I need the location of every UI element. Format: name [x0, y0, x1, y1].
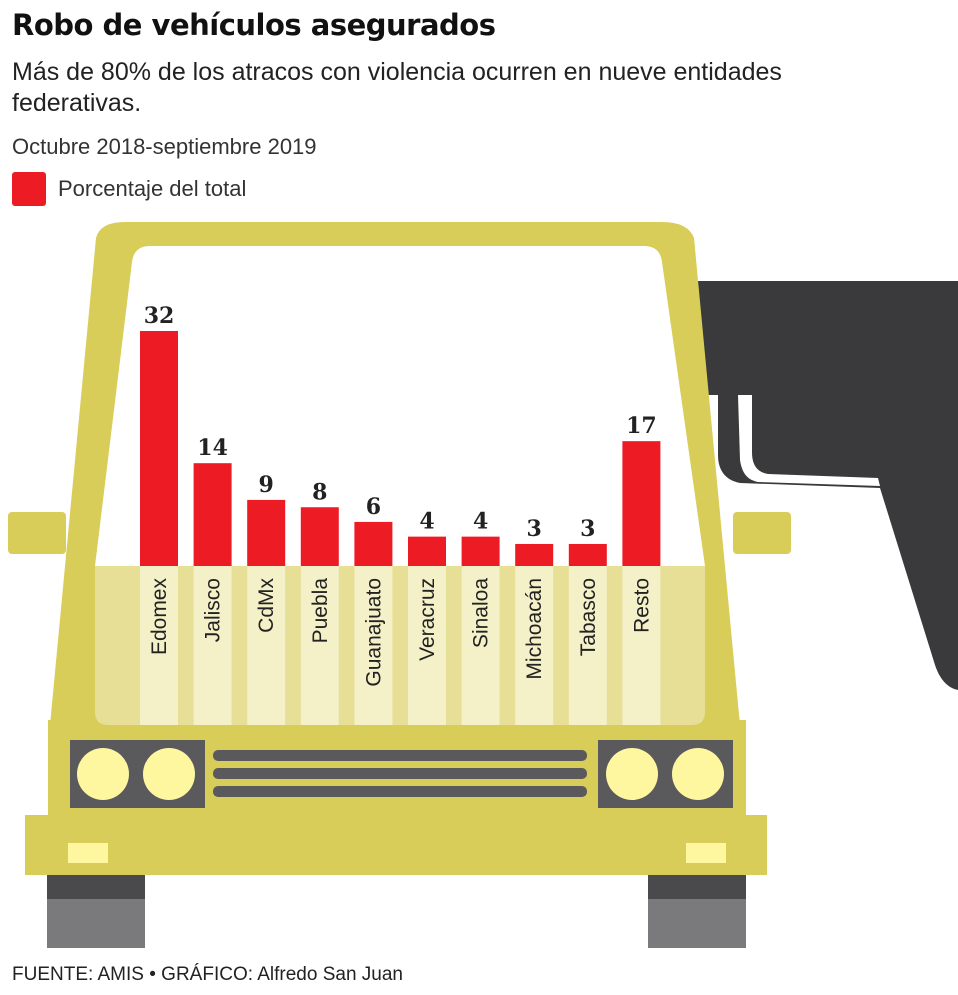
bar-cdmx: [247, 499, 286, 566]
value-label: 6: [366, 494, 381, 520]
legend-label: Porcentaje del total: [58, 176, 247, 201]
label-band: [140, 566, 178, 725]
source-credit: FUENTE: AMIS • GRÁFICO: Alfredo San Juan: [12, 964, 404, 985]
category-label: Resto: [630, 578, 653, 633]
value-label: 3: [527, 516, 542, 542]
label-band: [300, 566, 339, 725]
label-band: [354, 566, 393, 725]
category-label: Veracruz: [416, 578, 439, 661]
bar-tabasco: [568, 543, 607, 566]
label-band: [622, 566, 661, 725]
value-label: 9: [259, 472, 274, 498]
label-band: [515, 566, 554, 725]
label-band: [193, 566, 232, 725]
bar-jalisco: [193, 463, 232, 566]
category-label: CdMx: [255, 578, 278, 633]
bar-sinaloa: [461, 536, 500, 566]
value-label: 17: [626, 413, 657, 439]
car-illustration: [8, 222, 791, 948]
category-label: Edomex: [148, 578, 171, 656]
legend: Porcentaje del total: [12, 172, 246, 206]
chart-subtitle: Más de 80% de los atracos con violencia …: [12, 58, 782, 117]
category-label: Sinaloa: [470, 578, 493, 648]
value-label: 4: [419, 509, 434, 535]
value-label: 32: [144, 303, 175, 329]
category-label: Puebla: [309, 578, 332, 644]
bar-edomex: [140, 331, 178, 566]
bar-guanajuato: [354, 521, 393, 566]
chart-title: Robo de vehículos asegurados: [12, 8, 496, 42]
value-label: 8: [312, 479, 327, 505]
category-label: Tabasco: [577, 578, 600, 656]
legend-swatch: [12, 172, 46, 206]
label-band: [568, 566, 607, 725]
category-label: Jalisco: [202, 578, 225, 642]
value-label: 4: [473, 509, 488, 535]
value-label: 14: [197, 435, 228, 461]
label-band: [247, 566, 286, 725]
label-band: [461, 566, 500, 725]
bar-resto: [622, 441, 661, 566]
category-label: Michoacán: [523, 578, 546, 680]
chart-period: Octubre 2018-septiembre 2019: [12, 134, 317, 159]
bar-michoacán: [515, 543, 554, 566]
value-label: 3: [580, 516, 595, 542]
bar-puebla: [300, 507, 339, 566]
label-band: [408, 566, 446, 725]
bar-veracruz: [408, 536, 446, 566]
category-label: Guanajuato: [362, 578, 385, 687]
